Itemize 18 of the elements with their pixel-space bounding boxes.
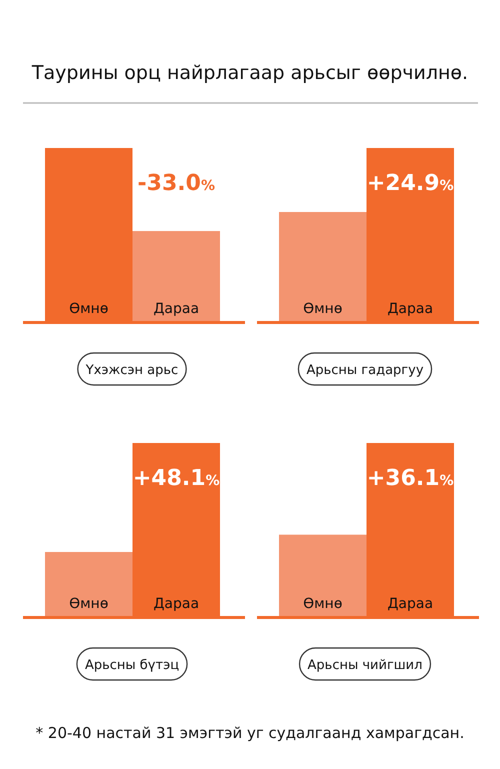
- annotation: +36.1%: [366, 466, 454, 491]
- x-tick-label: Өмнө: [69, 596, 108, 612]
- annotation: +48.1%: [132, 466, 220, 491]
- x-tick-label: Өмнө: [303, 301, 342, 317]
- x-axis-title: Арьсны чийгшил: [308, 658, 422, 673]
- x-axis-title: Арьсны гадаргуу: [306, 363, 424, 378]
- chart-title: Таурины орц найрлагаар арьсыг өөрчилнө.: [30, 62, 468, 84]
- x-tick-label: Өмнө: [303, 596, 342, 612]
- x-axis-title: Арьсны бүтэц: [84, 658, 180, 673]
- x-tick-label: Дараа: [153, 301, 200, 317]
- annotation: +24.9%: [366, 171, 454, 196]
- x-tick-label: Дараа: [387, 596, 434, 612]
- x-axis-title: Үхэжсэн арьс: [84, 363, 178, 378]
- x-tick-label: Дараа: [153, 596, 200, 612]
- x-tick-label: Дараа: [387, 301, 434, 317]
- text: * 20-40 настай 31 эмэгтэй уг судалгаанд хамрагдсан.: [36, 724, 464, 742]
- annotation: -33.0%: [138, 171, 215, 196]
- x-tick-label: Өмнө: [69, 301, 108, 317]
